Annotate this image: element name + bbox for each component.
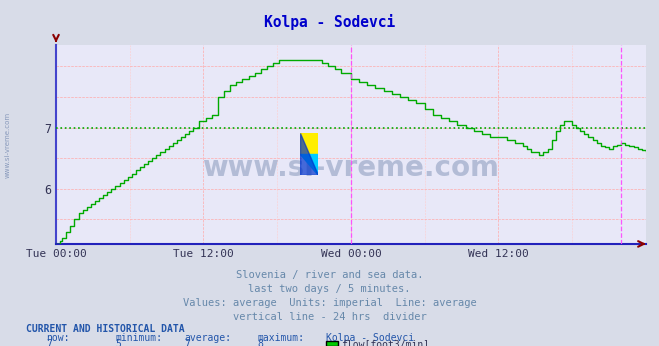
Text: CURRENT AND HISTORICAL DATA: CURRENT AND HISTORICAL DATA — [26, 325, 185, 334]
Polygon shape — [300, 154, 318, 175]
Text: minimum:: minimum: — [115, 334, 162, 343]
Text: maximum:: maximum: — [257, 334, 304, 343]
Text: 7: 7 — [185, 339, 190, 346]
Text: Kolpa - Sodevci: Kolpa - Sodevci — [264, 15, 395, 30]
Text: now:: now: — [46, 334, 70, 343]
Text: last two days / 5 minutes.: last two days / 5 minutes. — [248, 284, 411, 294]
Text: 7: 7 — [46, 339, 52, 346]
Text: average:: average: — [185, 334, 231, 343]
Text: vertical line - 24 hrs  divider: vertical line - 24 hrs divider — [233, 312, 426, 321]
Polygon shape — [300, 133, 318, 175]
Polygon shape — [300, 133, 318, 154]
Text: www.si-vreme.com: www.si-vreme.com — [5, 112, 11, 179]
Text: 5: 5 — [115, 339, 121, 346]
Text: Slovenia / river and sea data.: Slovenia / river and sea data. — [236, 270, 423, 280]
Text: Kolpa - Sodevci: Kolpa - Sodevci — [326, 334, 415, 343]
Text: 8: 8 — [257, 339, 263, 346]
Text: Values: average  Units: imperial  Line: average: Values: average Units: imperial Line: av… — [183, 298, 476, 308]
Text: flow[foot3/min]: flow[foot3/min] — [341, 339, 430, 346]
Text: www.si-vreme.com: www.si-vreme.com — [202, 154, 500, 182]
